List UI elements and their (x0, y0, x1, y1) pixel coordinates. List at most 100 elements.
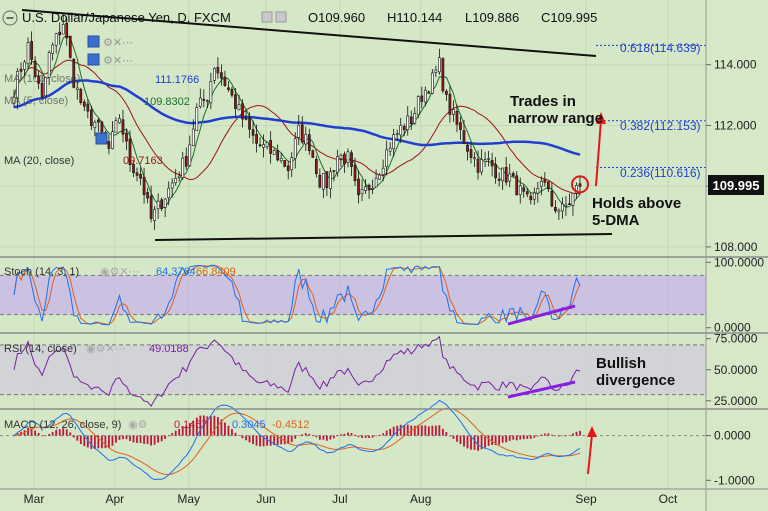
candle-body (227, 87, 230, 90)
y-tick-label: 112.000 (714, 118, 757, 132)
candle-body (300, 124, 304, 143)
eye-icon[interactable] (95, 132, 108, 145)
macd-histogram-bar (104, 435, 107, 449)
candle-body (575, 184, 578, 194)
macd-histogram-bar (385, 430, 388, 436)
candle-body (19, 68, 23, 72)
macd-histogram-bar (259, 435, 261, 447)
macd-histogram-bar (220, 419, 223, 436)
annotation-divergence: divergence (596, 372, 675, 389)
price-annotations: Trades in narrow range Holds above 5-DMA… (508, 41, 701, 389)
eye-icon[interactable] (87, 53, 100, 66)
macd-histogram-bar (396, 425, 399, 436)
macd-histogram-bar (484, 435, 486, 448)
settings-icon[interactable]: ⚙✕⋯ (103, 37, 133, 49)
macd-histogram-bar (111, 435, 114, 446)
y-tick-label: 114.000 (714, 58, 757, 72)
annotation-bullish: Bullish (596, 355, 646, 372)
macd-histogram-bar (206, 416, 209, 436)
candle-body (237, 104, 241, 111)
macd-histogram-bar (343, 433, 346, 436)
macd-histogram-bar (536, 435, 539, 437)
candle-body (89, 109, 93, 126)
macd-histogram-bar (473, 435, 476, 450)
macd-histogram-bar (297, 435, 300, 436)
eye-icon[interactable] (261, 11, 273, 23)
macd-histogram-bar (466, 435, 469, 449)
candle-body (195, 107, 199, 132)
macd-histogram-bar (375, 435, 377, 437)
eye-icon[interactable] (87, 35, 100, 48)
macd-histogram-bar (143, 435, 145, 444)
candle-body (497, 178, 501, 181)
candle-body (170, 182, 174, 189)
macd-histogram-bar (368, 435, 370, 438)
macd-histogram-bar (420, 425, 423, 436)
macd-histogram-bar (51, 432, 54, 436)
candle-body (128, 138, 132, 165)
macd-histogram-bar (558, 435, 560, 437)
candle-body (445, 90, 448, 95)
settings-icon[interactable] (275, 11, 287, 23)
candle-body (209, 81, 213, 104)
macd-histogram-bar (470, 435, 472, 450)
candle-body (205, 100, 209, 102)
settings-icon[interactable]: ⚙✕⋯ (103, 55, 133, 67)
macd-histogram-bar (27, 427, 29, 436)
macd-histogram-bar (224, 422, 226, 436)
macd-hist-value: 0.1467 (174, 419, 208, 431)
settings-icon[interactable]: ◉⚙✕⋯ (100, 266, 140, 278)
macd-histogram-bar (262, 435, 265, 447)
candle-body (466, 145, 469, 152)
candle-body (536, 188, 540, 194)
candle-body (547, 181, 550, 190)
candle-body (79, 89, 83, 104)
macd-histogram-bar (533, 435, 536, 438)
macd-histogram-bar (30, 428, 33, 436)
candle-body (290, 157, 294, 171)
candle-body (452, 109, 455, 115)
candle-body (184, 155, 188, 167)
macd-histogram-bar (361, 435, 363, 438)
settings-icon[interactable]: ◉⚙ (128, 419, 147, 431)
candle-body (438, 57, 441, 73)
highlight-circle (571, 175, 589, 194)
candle-body (269, 140, 272, 154)
macd-histogram-bar (167, 435, 170, 437)
ohlc-low: L109.886 (465, 10, 519, 25)
candle-body (153, 209, 156, 221)
candle-body (539, 180, 543, 187)
stoch-legend: Stoch (14, 3, 1) ◉⚙✕⋯ 64.3764 66.8409 (4, 266, 236, 278)
candle-body (518, 185, 522, 195)
candle-body (65, 22, 69, 39)
candle-body (367, 184, 371, 191)
macd-histogram-bar (150, 435, 153, 446)
settings-icon[interactable]: ◉⚙✕⋯ (86, 343, 126, 355)
macd-histogram-bar (304, 433, 307, 436)
macd-histogram-bar (519, 435, 522, 440)
candle-body (423, 89, 427, 103)
candle-body (265, 142, 269, 147)
candle-body (406, 115, 410, 130)
candle-body (276, 150, 280, 161)
candle-body (529, 195, 533, 201)
candle-body (100, 121, 104, 134)
macd-histogram-bar (572, 433, 574, 436)
ma5-label: MA (5, close) (4, 95, 68, 107)
stoch-label: Stoch (14, 3, 1) (4, 266, 79, 278)
macd-histogram-bar (515, 435, 518, 441)
candle-body (487, 158, 490, 160)
candle-body (230, 88, 234, 96)
candle-body (329, 171, 332, 189)
macd-histogram-bar (431, 425, 434, 436)
fib-0382-label: 0.382(112.153) (620, 119, 701, 133)
macd-histogram-bar (392, 426, 395, 436)
macd-histogram-bar (554, 435, 557, 437)
macd-histogram-bar (195, 417, 198, 436)
fib-0236-label: 0.236(110.616) (620, 166, 701, 180)
macd-histogram-bar (287, 435, 290, 444)
macd-histogram-bar (543, 433, 546, 436)
macd-histogram-bar (174, 430, 177, 436)
rsi-label: RSI (14, close) (4, 343, 77, 355)
candle-body (459, 122, 462, 130)
